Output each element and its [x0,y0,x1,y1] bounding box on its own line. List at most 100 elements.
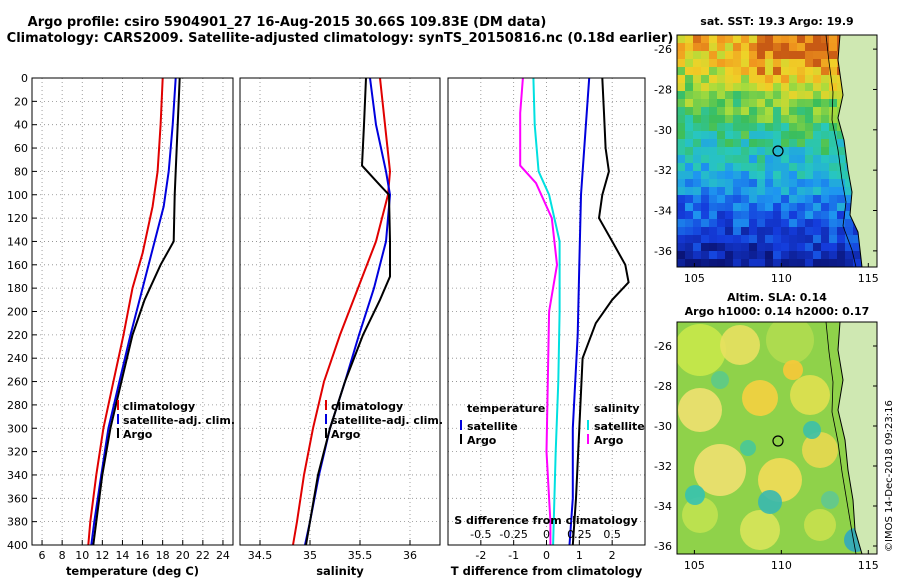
sst-cell [829,187,837,195]
sst-cell [757,123,765,131]
sst-cell [813,187,821,195]
sst-cell [813,203,821,211]
sst-cell [789,35,797,43]
sst-cell [757,83,765,91]
salt-legend-label: Argo [331,428,361,441]
sst-cell [805,171,813,179]
diff-s-axis-tick: -0.25 [499,528,527,541]
sst-cell [733,115,741,123]
sst-cell [757,243,765,251]
sst-cell [749,59,757,67]
sst-cell [725,171,733,179]
sst-cell [693,91,701,99]
sst-cell [717,139,725,147]
depth-tick-label: 220 [7,329,28,342]
sla-blob [803,421,821,439]
map-ytick-label: -36 [654,540,672,553]
salt-series-0 [292,77,392,546]
map-ytick-label: -30 [654,124,672,137]
sst-cell [701,211,709,219]
sst-cell [677,139,685,147]
sst-cell [709,59,717,67]
sst-cell [797,99,805,107]
sst-cell [789,83,797,91]
sst-cell [709,219,717,227]
sst-cell [685,251,693,259]
sst-cell [829,67,837,75]
sst-cell [749,195,757,203]
sst-cell [685,155,693,163]
sst-cell [701,179,709,187]
sst-cell [717,75,725,83]
sst-cell [813,251,821,259]
sst-cell [693,163,701,171]
sst-cell [757,203,765,211]
sst-cell [717,59,725,67]
sst-cell [693,59,701,67]
sst-cell [685,219,693,227]
sst-cell [797,115,805,123]
sst-cell [829,131,837,139]
salt-legend-label: satellite-adj. clim. [331,414,443,427]
sst-cell [741,219,749,227]
temp-xtick-label: 22 [196,549,210,562]
temperature-profile-panel: 6 8 10 12 14 16 18 20 22 24 temperature (deg C) 0 20… [7,72,235,578]
sst-cell [829,243,837,251]
sst-cell [781,75,789,83]
sst-cell [773,259,781,267]
depth-tick-label: 240 [7,352,28,365]
salt-xtick-label: 35 [303,549,317,562]
depth-tick-label: 120 [7,212,28,225]
sst-cell [693,123,701,131]
map-ytick-label: -34 [654,205,672,218]
sst-cell [845,179,853,187]
sst-cell [821,59,829,67]
sst-cell [781,83,789,91]
sst-cell [677,51,685,59]
sst-cell [765,243,773,251]
sst-cell [821,43,829,51]
sst-cell [813,155,821,163]
sst-cell [773,139,781,147]
sst-cell [821,243,829,251]
sst-cell [845,187,853,195]
depth-tick-label: 300 [7,422,28,435]
sst-cell [805,139,813,147]
sst-cell [709,99,717,107]
sst-cell [757,251,765,259]
sst-cell [685,123,693,131]
diff-s-axis-tick: -0.5 [470,528,491,541]
sst-cell [805,195,813,203]
sst-cell [717,227,725,235]
diff-series-3 [519,77,559,545]
sst-cell [701,83,709,91]
sst-cell [709,75,717,83]
sst-cell [701,91,709,99]
sst-cell [797,235,805,243]
sst-cell [813,235,821,243]
sst-cell [829,107,837,115]
sst-cell [813,91,821,99]
sst-cell [749,75,757,83]
sst-coastline [825,35,877,267]
sst-cell [829,171,837,179]
sst-cell [789,155,797,163]
sst-cell [741,67,749,75]
sst-cell [813,163,821,171]
diff-xtick-label: -1 [508,549,519,562]
sst-cell [709,91,717,99]
sst-cell [701,243,709,251]
sst-cell [741,139,749,147]
sst-cell [757,179,765,187]
sst-cell [805,131,813,139]
sst-cell [677,83,685,91]
sst-cell [821,123,829,131]
sst-cell [805,235,813,243]
sla-blob [790,375,830,415]
sst-cell [773,147,781,155]
sst-cell [805,123,813,131]
map-ytick-label: -32 [654,460,672,473]
sst-cell [677,179,685,187]
diff-s-axis-label: S difference from climatology [454,514,638,527]
